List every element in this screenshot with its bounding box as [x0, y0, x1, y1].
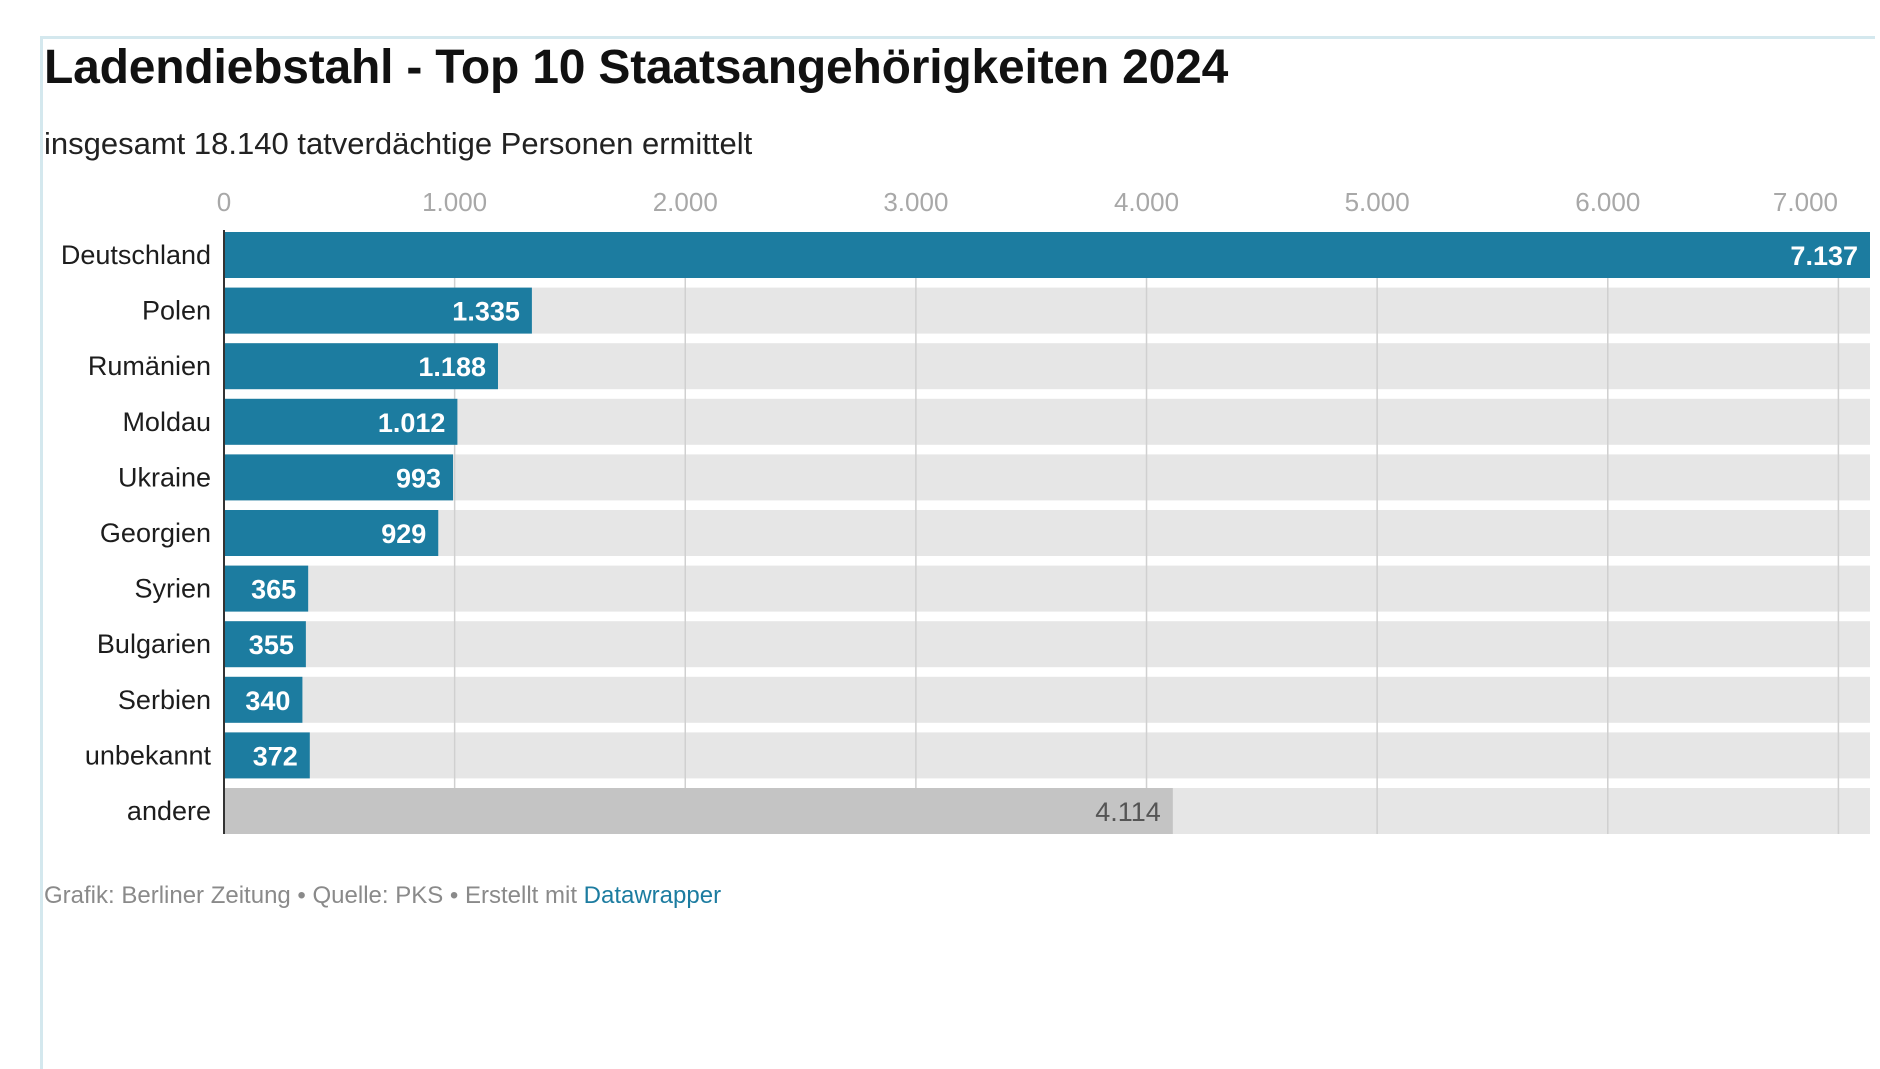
- category-label: Syrien: [134, 574, 211, 604]
- bar: [224, 621, 306, 668]
- chart-footer: Grafik: Berliner Zeitung • Quelle: PKS •…: [44, 882, 721, 910]
- bar: [224, 676, 303, 723]
- bar-track: [224, 676, 1870, 723]
- category-label: Ukraine: [118, 462, 211, 492]
- value-label: 1.335: [452, 297, 520, 327]
- category-label: Polen: [142, 296, 211, 326]
- bar-chart: 0 1.000 2.000 3.000 4.000 5.000 6.000 7.000 Deut…: [61, 187, 1870, 834]
- value-label: 365: [251, 575, 296, 605]
- bar-track: [224, 454, 1870, 501]
- category-label: Serbien: [118, 685, 211, 715]
- category-label: unbekannt: [85, 740, 212, 770]
- bar: [224, 454, 454, 501]
- x-tick-label: 1.000: [422, 187, 487, 217]
- value-label: 1.012: [378, 408, 446, 438]
- bar: [224, 287, 532, 334]
- category-label: Deutschland: [61, 240, 211, 270]
- value-label: 340: [245, 686, 290, 716]
- chart-frame: [40, 36, 1875, 1069]
- value-label: 4.114: [1095, 797, 1161, 827]
- x-tick-label: 7.000: [1773, 187, 1838, 217]
- value-label: 1.188: [418, 352, 486, 382]
- bar-track: [224, 343, 1870, 390]
- bar: [224, 732, 310, 779]
- bar: [224, 565, 309, 612]
- bar-track: [224, 398, 1870, 445]
- category-label: Moldau: [122, 407, 211, 437]
- x-tick-label: 6.000: [1575, 187, 1640, 217]
- bar-track: [224, 565, 1870, 612]
- datawrapper-link[interactable]: Datawrapper: [583, 882, 722, 909]
- chart-subtitle: insgesamt 18.140 tatverdächtige Personen…: [44, 126, 753, 161]
- category-label: andere: [127, 796, 211, 826]
- value-label: 355: [249, 630, 294, 660]
- value-label: 7.137: [1790, 241, 1858, 271]
- x-tick-label: 5.000: [1345, 187, 1410, 217]
- category-label: Bulgarien: [97, 629, 211, 659]
- category-label: Rumänien: [88, 351, 211, 381]
- chart-title: Ladendiebstahl - Top 10 Staatsangehörigk…: [44, 41, 1229, 94]
- x-tick-label: 2.000: [653, 187, 718, 217]
- bar: [224, 398, 458, 445]
- value-label: 372: [253, 741, 298, 771]
- bar: [224, 343, 498, 390]
- x-tick-label: 4.000: [1114, 187, 1179, 217]
- footer-credit: Grafik: Berliner Zeitung • Quelle: PKS •…: [44, 882, 584, 909]
- value-label: 929: [381, 519, 426, 549]
- bar: [224, 510, 439, 556]
- bar-track: [224, 621, 1870, 668]
- bar: [224, 232, 1870, 278]
- bar: [224, 788, 1173, 834]
- category-label: Georgien: [100, 518, 211, 548]
- value-label: 993: [396, 463, 441, 493]
- x-tick-label: 0: [217, 187, 231, 217]
- x-tick-label: 3.000: [883, 187, 948, 217]
- bar-track: [224, 510, 1870, 556]
- bar-track: [224, 732, 1870, 779]
